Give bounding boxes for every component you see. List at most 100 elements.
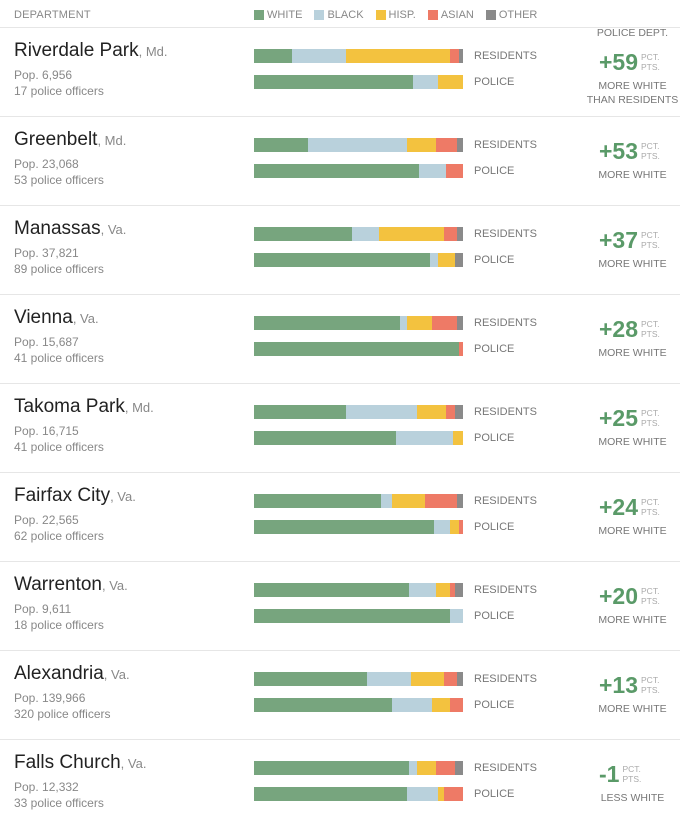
legend-label-hisp: HISP. (388, 9, 416, 21)
city-state: , Va. (100, 222, 127, 237)
residents-bar (254, 494, 463, 508)
difference-block: +37 PCT. PTS. MORE WHITE (585, 206, 680, 295)
city-state: , Md. (124, 400, 154, 415)
residents-segment-white (254, 49, 292, 63)
police-bar (254, 431, 463, 445)
residents-bar (254, 49, 463, 63)
residents-segment-hisp (391, 494, 426, 508)
city-state: , Md. (97, 133, 127, 148)
difference: +20 PCT. PTS. (599, 584, 660, 608)
residents-bar (254, 672, 463, 686)
residents-segment-black (291, 49, 346, 63)
city-title: Fairfax City, Va. (14, 485, 136, 507)
police-bar (254, 253, 463, 267)
legend-label-asian: ASIAN (440, 9, 474, 21)
unit-line-1: PCT. (622, 764, 641, 774)
residents-segment-black (352, 227, 380, 241)
unit-line-2: PTS. (641, 507, 660, 517)
difference-description: MORE WHITE THAN RESIDENTS (585, 79, 680, 107)
residents-segment-asian (425, 494, 457, 508)
police-bar (254, 787, 463, 801)
unit-line-1: PCT. (641, 52, 660, 62)
population: Pop. 22,565 (14, 513, 79, 527)
police-segment-hisp (437, 787, 445, 801)
city-title: Vienna, Va. (14, 307, 99, 329)
city-state: , Md. (138, 44, 168, 59)
residents-segment-hisp (379, 227, 445, 241)
city-state: , Va. (103, 667, 130, 682)
row-divider (0, 561, 680, 562)
police-segment-white (254, 431, 397, 445)
legend-item-hisp: HISP. (375, 9, 416, 21)
difference: +53 PCT. PTS. (599, 139, 660, 163)
police-segment-white (254, 164, 420, 178)
residents-segment-black (408, 761, 418, 775)
residents-segment-hisp (410, 672, 445, 686)
difference-description: MORE WHITE (585, 168, 680, 182)
police-bar (254, 520, 463, 534)
difference-block: +20 PCT. PTS. MORE WHITE (585, 562, 680, 651)
difference-value: +28 (599, 316, 639, 342)
residents-segment-other (454, 405, 463, 419)
difference: -1 PCT. PTS. (599, 762, 641, 786)
row-divider (0, 383, 680, 384)
police-bar (254, 609, 463, 623)
residents-bar (254, 316, 463, 330)
police-bar (254, 164, 463, 178)
unit-line-2: PTS. (641, 329, 660, 339)
difference-description: LESS WHITE (585, 791, 680, 805)
officer-count: 18 police officers (14, 618, 104, 632)
legend: WHITE BLACK HISP. ASIAN OTHER (254, 9, 549, 21)
residents-segment-white (254, 494, 382, 508)
residents-segment-hisp (406, 138, 436, 152)
residents-segment-black (408, 583, 436, 597)
residents-segment-hisp (345, 49, 451, 63)
unit-line-2: PTS. (641, 685, 660, 695)
population: Pop. 12,332 (14, 780, 79, 794)
residents-segment-asian (435, 138, 457, 152)
difference-value: +37 (599, 227, 639, 253)
unit-line-1: PCT. (641, 230, 660, 240)
unit-line-2: PTS. (641, 240, 660, 250)
residents-segment-white (254, 316, 401, 330)
residents-label: RESIDENTS (474, 495, 537, 507)
residents-segment-white (254, 405, 346, 419)
legend-label-other: OTHER (498, 9, 538, 21)
unit-line-1: PCT. (641, 675, 660, 685)
police-segment-white (254, 253, 430, 267)
police-label: POLICE (474, 432, 515, 444)
unit-line-2: PTS. (622, 774, 642, 784)
row-divider (0, 205, 680, 206)
department-row: Alexandria, Va. Pop. 139,966 320 police of… (0, 651, 680, 740)
row-divider (0, 739, 680, 740)
residents-bar (254, 227, 463, 241)
pct-pts-unit: PCT. PTS. (641, 497, 660, 517)
unit-line-2: PTS. (641, 62, 660, 72)
difference: +59 PCT. PTS. (599, 50, 660, 74)
pct-pts-unit: PCT. PTS. (641, 408, 660, 428)
difference: +37 PCT. PTS. (599, 228, 660, 252)
police-segment-white (254, 342, 459, 356)
row-divider (0, 294, 680, 295)
city-title: Riverdale Park, Md. (14, 40, 168, 62)
residents-segment-white (254, 583, 409, 597)
residents-segment-asian (444, 227, 457, 241)
city-title: Warrenton, Va. (14, 574, 128, 596)
residents-label: RESIDENTS (474, 139, 537, 151)
description-line: MORE WHITE (598, 703, 667, 715)
city-name: Riverdale Park (14, 40, 139, 61)
difference-description: MORE WHITE (585, 702, 680, 716)
police-label: POLICE (474, 254, 515, 266)
residents-bar (254, 138, 463, 152)
residents-segment-asian (450, 49, 459, 63)
unit-line-2: PTS. (641, 596, 660, 606)
row-divider (0, 116, 680, 117)
officer-count: 53 police officers (14, 173, 104, 187)
police-segment-other (454, 253, 463, 267)
residents-bar (254, 583, 463, 597)
difference-description: MORE WHITE (585, 257, 680, 271)
residents-segment-other (454, 761, 463, 775)
police-segment-hisp (450, 520, 459, 534)
unit-line-2: PTS. (641, 418, 660, 428)
residents-segment-other (456, 494, 463, 508)
